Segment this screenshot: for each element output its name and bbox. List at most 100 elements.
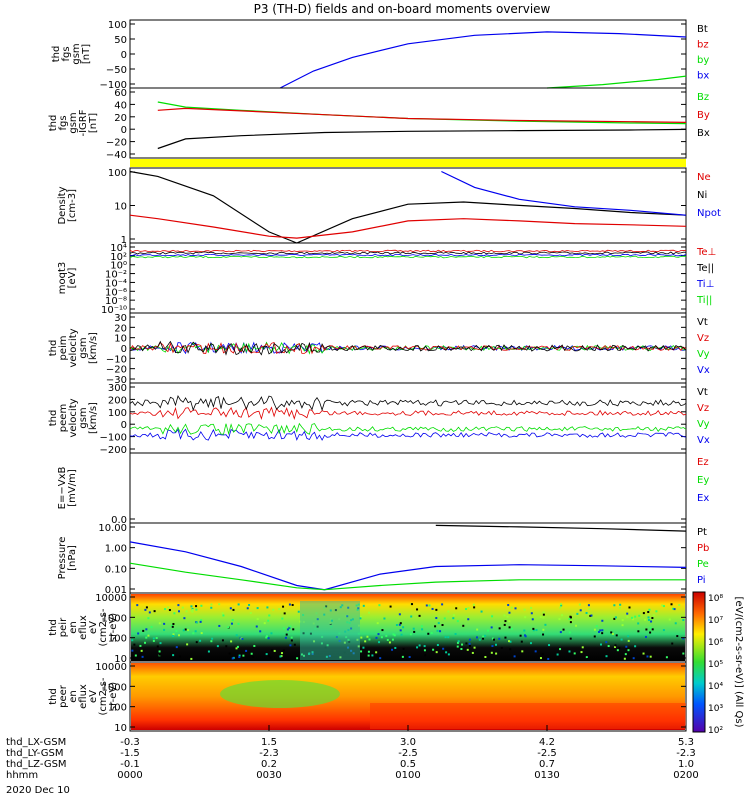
spectrogram-pixel (542, 628, 545, 631)
spectrogram-pixel (627, 649, 630, 652)
spectrogram-pixel (147, 634, 150, 637)
spectrogram-pixel (375, 636, 378, 639)
legend-Vz: Vz (697, 403, 709, 414)
spectrogram-pixel (232, 608, 235, 611)
spectrogram-pixel (456, 620, 459, 623)
y-axis-label: thd (48, 619, 59, 636)
spectrogram-pixel (183, 617, 186, 620)
y-tick-label: −10 (106, 354, 127, 365)
spectrogram-pixel (400, 633, 403, 636)
spectrogram-pixel (599, 643, 602, 646)
legend-Pi: Pi (697, 575, 706, 586)
spectrogram-pixel (190, 657, 193, 660)
spectrogram-pixel (443, 617, 446, 620)
spectrogram-pixel (230, 622, 233, 625)
panel-flag (130, 159, 686, 167)
spectrogram-pixel (444, 636, 447, 639)
y-axis-label: Density (57, 186, 68, 224)
spectrogram-pixel (671, 642, 674, 645)
spectrogram-pixel (152, 639, 155, 642)
spectrogram-pixel (447, 610, 450, 613)
footer-value: 0130 (534, 770, 559, 781)
spectrogram-pixel (172, 634, 175, 637)
y-tick-label: 10⁰ (110, 261, 127, 272)
spectrogram-pixel (200, 604, 203, 607)
y-tick-label: 200 (108, 395, 127, 406)
spectrogram-pixel (141, 655, 144, 658)
spectrogram-pixel (288, 626, 291, 629)
spectrogram-pixel (509, 648, 512, 651)
spectrogram-pixel (568, 617, 571, 620)
spectrogram-pixel (585, 612, 588, 615)
spectrogram-pixel (175, 646, 178, 649)
footer-row-label: thd_LZ-GSM (6, 759, 67, 770)
y-axis-label: sr-eV) (108, 613, 119, 642)
spectrogram-pixel (560, 604, 563, 607)
spectrogram-pixel (559, 631, 562, 634)
y-tick-label: 0.0 (111, 515, 127, 526)
spectrogram-pixel (539, 616, 542, 619)
spectrogram-pixel (131, 649, 134, 652)
spectrogram-pixel (626, 615, 629, 618)
spectrogram-pixel (482, 635, 485, 638)
spectrogram-pixel (506, 615, 509, 618)
spectrogram-pixel (153, 610, 156, 613)
spectrogram-pixel (650, 620, 653, 623)
spectrogram-pixel (221, 639, 224, 642)
y-tick-label: 10⁻⁴ (105, 278, 127, 289)
y-axis-label: eV (88, 690, 99, 703)
spectrogram-pixel (147, 617, 150, 620)
spectrogram-pixel (504, 620, 507, 623)
spectrogram-pixel (376, 622, 379, 625)
y-axis-label: en (68, 690, 79, 703)
y-axis-label: (cm2-s- (98, 677, 109, 715)
spectrogram-pixel (542, 616, 545, 619)
spectrogram-pixel (416, 608, 419, 611)
legend-Bt: Bt (697, 24, 708, 35)
spectrogram-pixel (158, 653, 161, 656)
legend-Ne: Ne (697, 172, 711, 183)
spectrogram-pixel (273, 649, 276, 652)
spectrogram-pixel (487, 629, 490, 632)
spectrogram-pixel (235, 634, 238, 637)
spectrogram-pixel (144, 608, 147, 611)
spectrogram-pixel (678, 604, 681, 607)
panel-p3: 100 10 1 Density [cm-3] Ne Ni Npot (57, 167, 721, 246)
spectrogram-pixel (520, 640, 523, 643)
spectrogram-pixel (367, 654, 370, 657)
colorbar-tick-label: 10⁶ (708, 638, 723, 648)
footer-value: -2.5 (537, 748, 557, 759)
footer-value: 0.5 (400, 759, 416, 770)
spectrogram-pixel (627, 635, 630, 638)
legend-Ey: Ey (697, 475, 709, 486)
spectrogram-pixel (605, 655, 608, 658)
spectrogram-pixel (514, 607, 517, 610)
spectrogram-pixel (503, 623, 506, 626)
spectrogram-pixel (590, 614, 593, 617)
spectrogram-pixel (508, 611, 511, 614)
spectrogram-pixel (389, 605, 392, 608)
spectrogram-pixel (253, 644, 256, 647)
spectrogram-pixel (432, 648, 435, 651)
y-axis-label: [mV/m] (67, 469, 78, 507)
spectrogram-pixel (245, 649, 248, 652)
spectrogram-pixel (561, 614, 564, 617)
spectrogram-pixel (544, 623, 547, 626)
spectrogram-pixel (632, 618, 635, 621)
spectrogram-pixel (371, 654, 374, 657)
y-axis-label: [km/s] (88, 332, 99, 364)
spectrogram-pixel (378, 641, 381, 644)
spectrogram-pixel (272, 608, 275, 611)
spectrogram-pixel (662, 605, 665, 608)
spectrogram-pixel (468, 642, 471, 645)
spectrogram-pixel (597, 630, 600, 633)
legend-Ez: Ez (697, 457, 709, 468)
spectrogram-pixel (637, 630, 640, 633)
footer-row-label: thd_LY-GSM (6, 748, 63, 759)
spectrogram-pixel (359, 617, 362, 620)
spectrogram-pixel (655, 610, 658, 613)
spectrogram-pixel (289, 625, 292, 628)
panel-frame (129, 382, 687, 454)
spectrogram-pixel (585, 656, 588, 659)
